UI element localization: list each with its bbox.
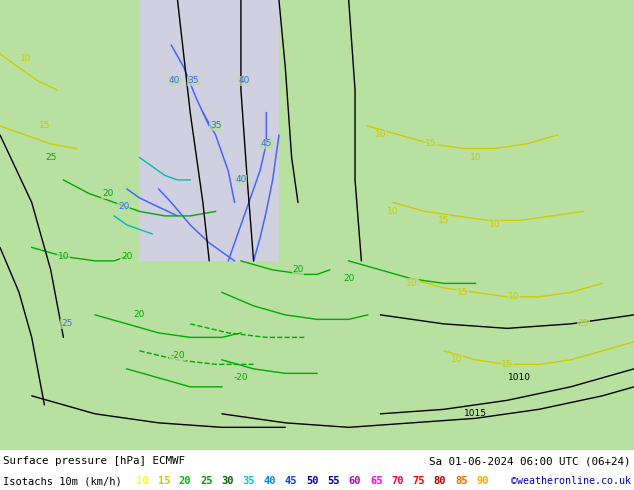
Text: 50: 50 [306, 476, 319, 486]
Text: 10: 10 [489, 220, 500, 229]
Text: 40: 40 [264, 476, 276, 486]
Text: 20: 20 [118, 202, 129, 211]
Text: 20: 20 [292, 266, 304, 274]
Text: 20: 20 [179, 476, 191, 486]
Text: 10: 10 [20, 54, 31, 63]
FancyBboxPatch shape [114, 261, 241, 450]
Text: 85: 85 [455, 476, 467, 486]
Text: 75: 75 [412, 476, 425, 486]
Text: 1015: 1015 [464, 409, 487, 418]
Text: 10: 10 [375, 130, 386, 140]
Text: 10: 10 [508, 293, 519, 301]
FancyBboxPatch shape [380, 225, 634, 450]
Text: 20: 20 [134, 310, 145, 319]
Text: 10: 10 [58, 252, 69, 261]
Text: 15: 15 [438, 216, 450, 225]
Text: 10: 10 [387, 207, 399, 216]
Text: 10: 10 [470, 153, 481, 162]
Text: 70: 70 [391, 476, 404, 486]
Text: 45: 45 [285, 476, 297, 486]
Text: 25: 25 [61, 319, 72, 328]
Text: 30: 30 [221, 476, 234, 486]
Text: -20: -20 [170, 351, 185, 360]
Text: 15: 15 [457, 288, 469, 297]
FancyBboxPatch shape [380, 0, 634, 225]
Text: 25: 25 [45, 153, 56, 162]
Text: 35: 35 [210, 122, 221, 130]
Text: 55: 55 [327, 476, 340, 486]
Text: 20: 20 [102, 189, 113, 198]
Text: 35: 35 [188, 76, 199, 85]
Text: 25: 25 [200, 476, 212, 486]
Text: 40: 40 [238, 76, 250, 85]
Text: 90: 90 [476, 476, 489, 486]
Text: Isotachs 10m (km/h): Isotachs 10m (km/h) [3, 476, 122, 486]
Text: 60: 60 [349, 476, 361, 486]
Text: 20: 20 [121, 252, 133, 261]
Text: 10: 10 [136, 476, 149, 486]
FancyBboxPatch shape [139, 0, 279, 261]
Text: Surface pressure [hPa] ECMWF: Surface pressure [hPa] ECMWF [3, 456, 185, 466]
Text: -20: -20 [233, 373, 249, 382]
Text: 15: 15 [425, 140, 437, 148]
Text: 15: 15 [39, 122, 50, 130]
Text: Sa 01-06-2024 06:00 UTC (06+24): Sa 01-06-2024 06:00 UTC (06+24) [429, 456, 631, 466]
Text: 15: 15 [157, 476, 170, 486]
Text: 1010: 1010 [508, 373, 531, 382]
Text: 45: 45 [261, 140, 272, 148]
Text: 35: 35 [242, 476, 255, 486]
Text: 40: 40 [235, 175, 247, 184]
FancyBboxPatch shape [241, 279, 399, 450]
Text: ©weatheronline.co.uk: ©weatheronline.co.uk [511, 476, 631, 486]
Text: 40: 40 [169, 76, 180, 85]
FancyBboxPatch shape [0, 0, 114, 202]
Text: 25: 25 [578, 319, 589, 328]
Text: 15: 15 [501, 360, 513, 369]
FancyBboxPatch shape [0, 202, 127, 450]
Text: 65: 65 [370, 476, 382, 486]
Text: 20: 20 [343, 274, 354, 283]
Text: 10: 10 [451, 355, 462, 365]
Text: 80: 80 [434, 476, 446, 486]
Text: 10: 10 [406, 279, 418, 288]
